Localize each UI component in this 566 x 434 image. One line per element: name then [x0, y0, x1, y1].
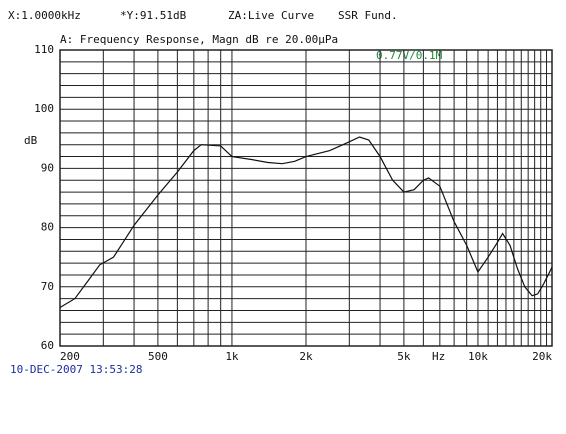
- x-unit: Hz: [432, 350, 445, 363]
- header-mode: ZA:Live Curve: [228, 9, 314, 22]
- x-tick-label: 200: [60, 350, 80, 363]
- chart-title: A: Frequency Response, Magn dB re 20.00µ…: [60, 33, 338, 46]
- x-tick-label: 1k: [225, 350, 239, 363]
- y-tick-label: 60: [41, 339, 54, 352]
- timestamp: 10-DEC-2007 13:53:28: [10, 363, 142, 376]
- y-tick-label: 80: [41, 221, 54, 234]
- x-tick-label: 10k: [468, 350, 488, 363]
- header-x: X:1.0000kHz: [8, 9, 81, 22]
- x-tick-label: 2k: [299, 350, 313, 363]
- header-fund: SSR Fund.: [338, 9, 398, 22]
- y-tick-label: 70: [41, 280, 54, 293]
- x-tick-label: 5k: [397, 350, 411, 363]
- y-axis-label: dB: [24, 134, 38, 147]
- y-tick-label: 100: [34, 102, 54, 115]
- y-tick-label: 90: [41, 161, 54, 174]
- y-tick-label: 110: [34, 43, 54, 56]
- x-tick-label: 500: [148, 350, 168, 363]
- header-y: *Y:91.51dB: [120, 9, 187, 22]
- x-tick-label: 20k: [532, 350, 552, 363]
- response-curve: [59, 136, 553, 309]
- annotation: 0.77V/0.1M: [376, 49, 443, 62]
